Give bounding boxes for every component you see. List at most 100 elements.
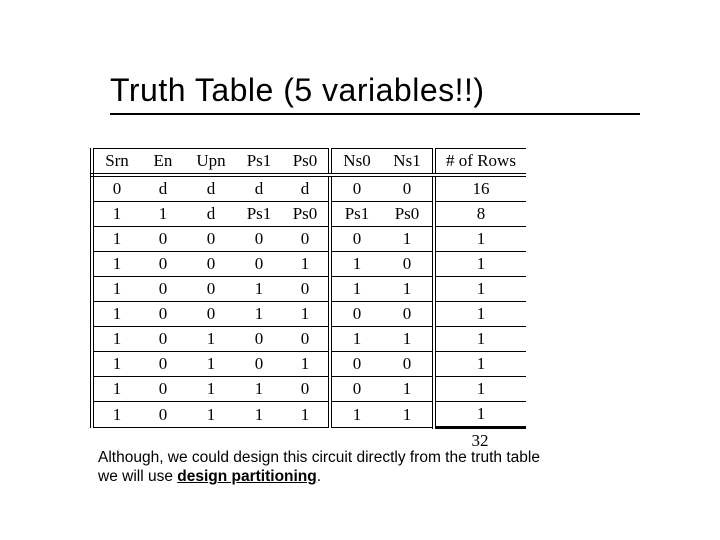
cell: 1	[92, 327, 140, 352]
cell: 0	[236, 352, 282, 377]
cell: 0	[382, 252, 434, 277]
cell: 0	[186, 277, 236, 302]
cell: 1	[382, 327, 434, 352]
table-row: 1 0 1 0 1 0 0 1	[92, 352, 526, 377]
cell: 0	[140, 252, 186, 277]
cell: 1	[92, 277, 140, 302]
cell: 1	[236, 377, 282, 402]
cell: d	[282, 175, 330, 202]
cell: 1	[382, 277, 434, 302]
col-header: En	[140, 149, 186, 176]
cell: 1	[434, 277, 526, 302]
cell: 1	[140, 202, 186, 227]
table-row: 0 d d d d 0 0 16	[92, 175, 526, 202]
cell: 0	[330, 352, 382, 377]
cell: 1	[92, 352, 140, 377]
cell: d	[140, 175, 186, 202]
cell: 1	[92, 302, 140, 327]
cell: 0	[236, 252, 282, 277]
caption-keyword: design partitioning	[177, 468, 317, 485]
caption-line1: Although, we could design this circuit d…	[98, 449, 540, 466]
col-header: # of Rows	[434, 149, 526, 176]
table-row: 1 0 0 0 0 0 1 1	[92, 227, 526, 252]
cell: 0	[330, 377, 382, 402]
cell: 0	[140, 352, 186, 377]
cell: 0	[382, 352, 434, 377]
cell: 0	[140, 402, 186, 428]
cell: 1	[434, 377, 526, 402]
cell: 0	[330, 227, 382, 252]
cell: 0	[236, 327, 282, 352]
col-header: Ns0	[330, 149, 382, 176]
cell: 1	[382, 402, 434, 428]
slide-title: Truth Table (5 variables!!)	[110, 72, 640, 109]
cell: 0	[282, 277, 330, 302]
table-row: 1 0 0 1 1 0 0 1	[92, 302, 526, 327]
cell: 1	[186, 377, 236, 402]
slide: Truth Table (5 variables!!) Srn En Upn P…	[0, 0, 720, 540]
table-row: 1 0 0 0 1 1 0 1	[92, 252, 526, 277]
col-header: Ps1	[236, 149, 282, 176]
table-row: 1 0 0 1 0 1 1 1	[92, 277, 526, 302]
cell: 1	[282, 352, 330, 377]
cell: Ps0	[282, 202, 330, 227]
table-header-row: Srn En Upn Ps1 Ps0 Ns0 Ns1 # of Rows	[92, 149, 526, 176]
cell: 0	[236, 227, 282, 252]
cell: 0	[140, 227, 186, 252]
cell: 0	[140, 302, 186, 327]
cell: d	[186, 202, 236, 227]
cell: 1	[186, 327, 236, 352]
cell: Ps0	[382, 202, 434, 227]
cell: 1	[92, 202, 140, 227]
cell: 1	[92, 227, 140, 252]
cell: d	[236, 175, 282, 202]
cell: 1	[92, 377, 140, 402]
truth-table: Srn En Upn Ps1 Ps0 Ns0 Ns1 # of Rows 0 d…	[90, 148, 526, 453]
caption: Although, we could design this circuit d…	[98, 448, 630, 487]
cell: 0	[140, 327, 186, 352]
table-row: 1 0 1 1 1 1 1 1	[92, 402, 526, 428]
cell: 0	[140, 377, 186, 402]
cell: 1	[236, 277, 282, 302]
table-row: 1 1 d Ps1 Ps0 Ps1 Ps0 8	[92, 202, 526, 227]
cell: 1	[330, 327, 382, 352]
cell: 0	[382, 302, 434, 327]
cell: 0	[282, 227, 330, 252]
table-row: 1 0 1 0 0 1 1 1	[92, 327, 526, 352]
cell: 1	[382, 227, 434, 252]
cell: Ps1	[330, 202, 382, 227]
cell: 1	[330, 277, 382, 302]
caption-line2a: we will use	[98, 468, 177, 485]
title-underline: Truth Table (5 variables!!)	[110, 72, 640, 115]
cell: 0	[382, 175, 434, 202]
col-header: Srn	[92, 149, 140, 176]
cell: 0	[330, 302, 382, 327]
cell: 1	[236, 302, 282, 327]
caption-line2c: .	[317, 468, 321, 485]
cell: 1	[92, 252, 140, 277]
cell: 1	[434, 252, 526, 277]
cell: 0	[186, 302, 236, 327]
cell: 1	[282, 402, 330, 428]
cell: 1	[282, 252, 330, 277]
cell: 0	[282, 327, 330, 352]
cell: 1	[186, 352, 236, 377]
cell: 0	[92, 175, 140, 202]
cell: 16	[434, 175, 526, 202]
cell: 1	[434, 302, 526, 327]
cell: 1	[186, 402, 236, 428]
cell: 0	[140, 277, 186, 302]
cell: 0	[186, 227, 236, 252]
cell: 1	[330, 252, 382, 277]
cell: 0	[330, 175, 382, 202]
col-header: Ps0	[282, 149, 330, 176]
table-row: 1 0 1 1 0 0 1 1	[92, 377, 526, 402]
truth-table-container: Srn En Upn Ps1 Ps0 Ns0 Ns1 # of Rows 0 d…	[90, 148, 526, 453]
cell: 1	[92, 402, 140, 428]
cell: Ps1	[236, 202, 282, 227]
cell: 1	[434, 402, 526, 428]
cell: 1	[236, 402, 282, 428]
cell: 0	[186, 252, 236, 277]
cell: 1	[434, 227, 526, 252]
cell: d	[186, 175, 236, 202]
